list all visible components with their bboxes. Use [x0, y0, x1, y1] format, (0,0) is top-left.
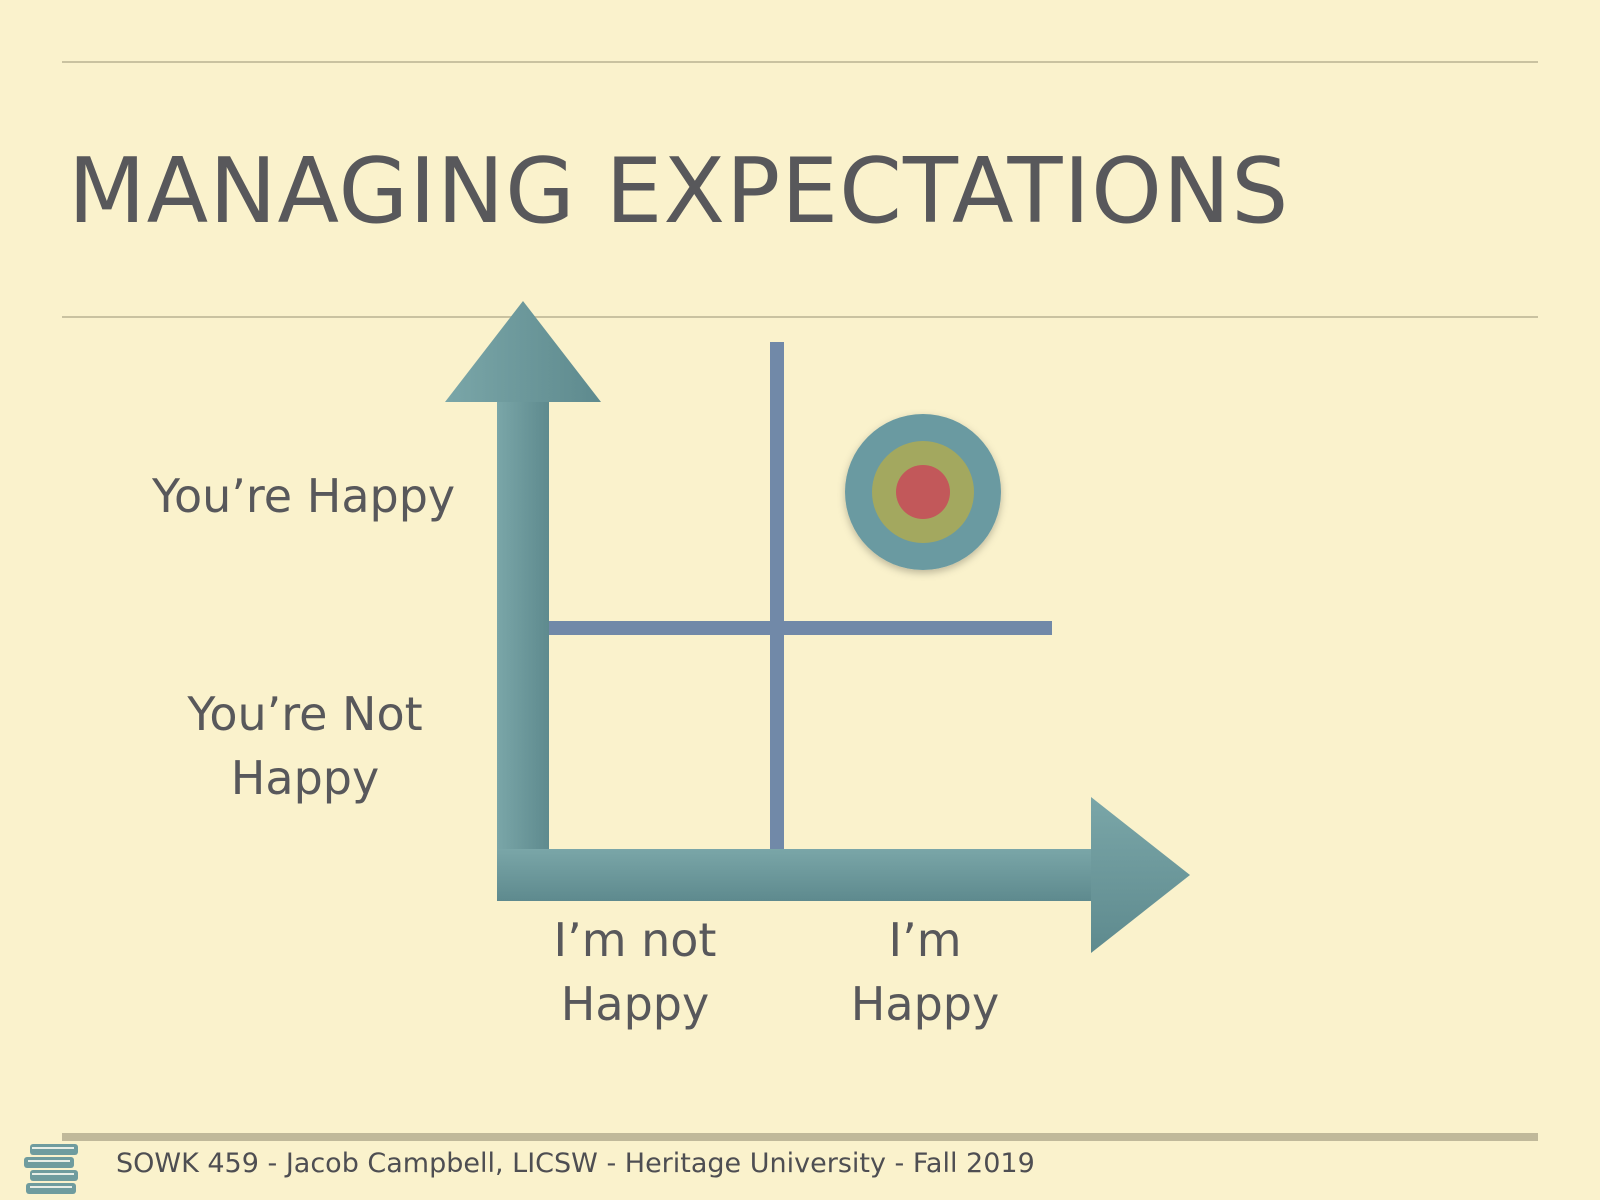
horizontal-divider-line	[546, 621, 1052, 635]
target-icon	[845, 414, 1001, 570]
label-youre-not-happy: You’re Not Happy	[187, 687, 423, 805]
label-im-not-happy: I’m not Happy	[553, 913, 717, 1031]
top-rule	[62, 61, 1538, 63]
label-im-happy: I’m Happy	[850, 913, 1000, 1031]
x-axis-arrow	[497, 797, 1190, 953]
vertical-divider-line	[770, 342, 784, 850]
footer-rule	[62, 1133, 1538, 1141]
books-icon	[24, 1144, 78, 1194]
slide-title: MANAGING EXPECTATIONS	[68, 139, 1290, 244]
y-axis-arrow	[445, 301, 601, 900]
footer-text: SOWK 459 - Jacob Campbell, LICSW - Herit…	[116, 1148, 1035, 1179]
label-youre-happy: You’re Happy	[152, 469, 456, 523]
title-underline-rule	[62, 316, 1538, 318]
